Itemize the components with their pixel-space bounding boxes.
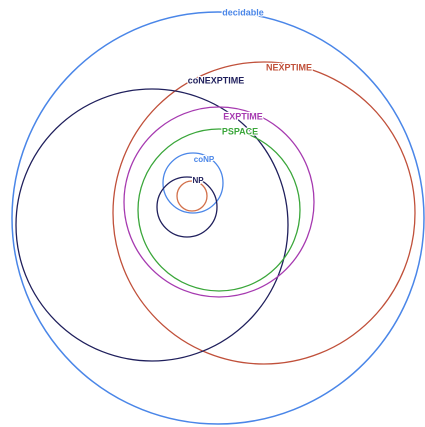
pspace-label: PSPACE — [222, 126, 258, 136]
conp-circle — [162, 152, 224, 214]
pspace-circle — [137, 128, 301, 292]
decidable-label: decidable — [222, 7, 264, 17]
nexptime-circle — [112, 61, 416, 365]
conexptime-circle — [15, 88, 289, 362]
exptime-circle — [123, 106, 315, 298]
conp-label: coNP — [194, 155, 215, 164]
np-label: NP — [192, 176, 204, 185]
np-circle — [156, 176, 218, 238]
nexptime-label: NEXPTIME — [266, 62, 312, 72]
decidable-circle — [11, 11, 425, 425]
exptime-label: EXPTIME — [223, 111, 263, 121]
p-circle — [176, 180, 208, 212]
conexptime-label: coNEXPTIME — [188, 75, 245, 85]
